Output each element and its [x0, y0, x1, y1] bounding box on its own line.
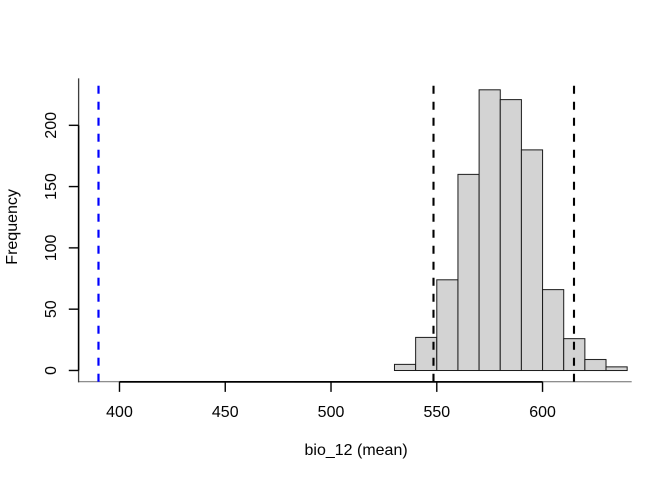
- svg-text:450: 450: [212, 404, 239, 421]
- svg-text:150: 150: [43, 173, 60, 200]
- svg-text:0: 0: [43, 366, 60, 375]
- svg-text:500: 500: [318, 404, 345, 421]
- svg-text:550: 550: [423, 404, 450, 421]
- svg-text:bio_12 (mean): bio_12 (mean): [304, 442, 407, 459]
- svg-text:200: 200: [43, 112, 60, 139]
- svg-text:50: 50: [43, 300, 60, 318]
- svg-text:400: 400: [106, 404, 133, 421]
- svg-text:Frequency: Frequency: [4, 189, 21, 265]
- svg-text:100: 100: [43, 234, 60, 261]
- svg-text:600: 600: [529, 404, 556, 421]
